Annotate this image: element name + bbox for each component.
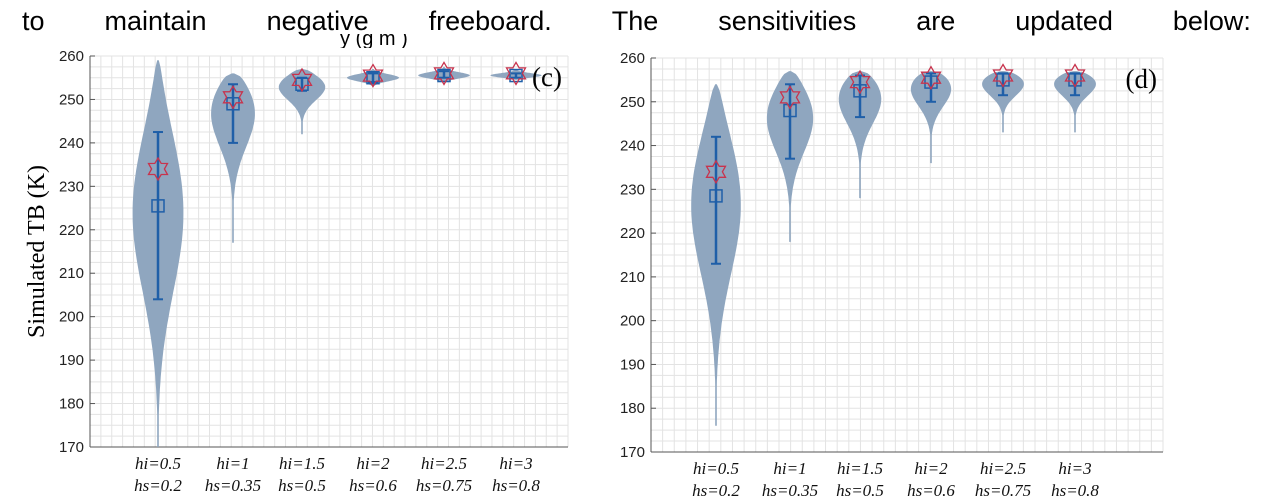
observed-star-marker	[222, 85, 244, 110]
violin-shape	[211, 73, 255, 243]
header-word: sensitivities	[718, 6, 857, 36]
observed-star-marker	[849, 69, 871, 95]
panel-label: (d)	[1126, 64, 1157, 94]
violin-shape	[838, 71, 882, 199]
y-tick-label: 190	[59, 352, 84, 369]
y-tick-label: 180	[620, 400, 645, 417]
y-tick-label: 220	[59, 222, 84, 239]
observed-star-marker	[291, 67, 313, 93]
y-tick-label: 250	[620, 94, 645, 111]
header-word: to	[22, 6, 45, 36]
x-tick-label: hs=0.5	[278, 476, 326, 495]
header-word: freeboard.	[428, 6, 552, 36]
y-tick-label: 240	[59, 135, 84, 152]
mean-marker	[709, 189, 723, 203]
violin-shape	[1054, 71, 1096, 133]
x-tick-label: hi=2	[356, 454, 390, 473]
y-tick-label: 230	[620, 181, 645, 198]
x-tick-label: hs=0.6	[907, 481, 955, 500]
y-tick-label: 210	[620, 269, 645, 286]
chart-panel	[650, 57, 1164, 453]
observed-star-marker	[433, 61, 455, 86]
y-tick-label: 260	[620, 50, 645, 67]
x-tick-label: hi=1.5	[279, 454, 325, 473]
x-tick-label: hi=2	[914, 459, 948, 478]
x-tick-label: hs=0.8	[492, 476, 540, 495]
x-tick-label: hs=0.35	[205, 476, 261, 495]
x-tick-label: hi=0.5	[693, 459, 739, 478]
x-tick-label: hs=0.2	[134, 476, 182, 495]
mean-marker	[366, 70, 380, 85]
mean-marker	[437, 68, 451, 83]
y-tick-label: 170	[620, 444, 645, 461]
x-tick-label: hs=0.35	[762, 481, 818, 500]
y-tick-label: 180	[59, 396, 84, 413]
mean-marker	[226, 97, 240, 111]
violin-shape	[982, 71, 1024, 133]
mean-marker	[783, 103, 797, 118]
observed-star-marker	[147, 156, 169, 182]
chart-panel	[89, 55, 569, 448]
y-tick-label: 250	[59, 91, 84, 108]
observed-star-marker	[705, 159, 727, 185]
header-word: are	[916, 6, 956, 36]
x-tick-label: hi=0.5	[135, 454, 181, 473]
y-axis-label: Simulated TB (K)	[24, 165, 50, 338]
mean-marker	[853, 84, 867, 98]
x-tick-label: hs=0.75	[975, 481, 1031, 500]
x-tick-label: hs=0.8	[1051, 481, 1099, 500]
violin-shape	[278, 69, 326, 135]
observed-star-marker	[992, 63, 1014, 88]
clipped-axis-label-fragment: y (g m )	[340, 34, 408, 48]
mean-marker	[509, 68, 523, 83]
header-word: updated	[1015, 6, 1113, 36]
observed-star-marker	[505, 61, 527, 86]
mean-marker	[151, 199, 165, 213]
x-tick-label: hi=3	[499, 454, 532, 473]
y-tick-label: 260	[59, 48, 84, 65]
y-tick-label: 200	[59, 309, 84, 326]
observed-star-marker	[920, 65, 942, 90]
x-tick-label: hi=1	[773, 459, 806, 478]
x-tick-label: hs=0.6	[349, 476, 397, 495]
observed-star-marker	[362, 63, 384, 88]
y-tick-label: 220	[620, 225, 645, 242]
x-tick-label: hi=1.5	[837, 459, 883, 478]
y-tick-label: 210	[59, 265, 84, 282]
violin-shape	[910, 71, 952, 164]
x-tick-label: hi=2.5	[421, 454, 467, 473]
header-word: The	[611, 6, 659, 36]
y-tick-label: 230	[59, 178, 84, 195]
header-word: maintain	[104, 6, 207, 36]
x-tick-label: hs=0.2	[692, 481, 740, 500]
x-tick-label: hs=0.75	[416, 476, 472, 495]
observed-star-marker	[1064, 63, 1086, 88]
y-tick-label: 170	[59, 439, 84, 456]
paragraph-text-line: to maintain negative freeboard. The sens…	[22, 4, 1251, 38]
header-word: below:	[1172, 6, 1251, 36]
y-tick-label: 240	[620, 138, 645, 155]
x-tick-label: hi=3	[1058, 459, 1091, 478]
x-tick-label: hi=1	[216, 454, 249, 473]
x-tick-label: hs=0.5	[836, 481, 884, 500]
x-tick-label: hi=2.5	[980, 459, 1026, 478]
y-tick-label: 200	[620, 313, 645, 330]
header-word: negative	[266, 6, 369, 36]
observed-star-marker	[779, 85, 801, 110]
panel-label: (c)	[532, 62, 562, 92]
y-tick-label: 190	[620, 356, 645, 373]
